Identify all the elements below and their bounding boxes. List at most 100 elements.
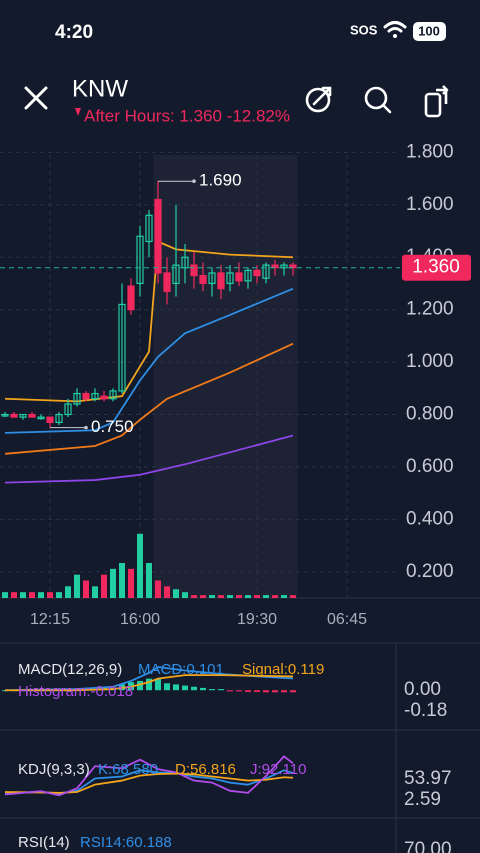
search-button[interactable] bbox=[364, 86, 392, 114]
volume-bar bbox=[263, 595, 269, 598]
candle-body bbox=[217, 272, 225, 290]
histogram-bar bbox=[272, 690, 278, 693]
last-price-label: 1.360 bbox=[412, 257, 460, 278]
volume-bar bbox=[191, 595, 197, 598]
moving-average bbox=[4, 434, 294, 484]
histogram-bar bbox=[146, 678, 152, 691]
moving-average bbox=[4, 240, 294, 403]
battery-level: 100 bbox=[418, 23, 440, 38]
indicator-label: KDJ(9,3,3) bbox=[18, 761, 90, 778]
after-hours-region bbox=[153, 155, 298, 598]
battery-icon bbox=[413, 22, 446, 41]
last-price-tag bbox=[402, 254, 471, 281]
volume-bar bbox=[128, 568, 134, 598]
volume-bar bbox=[173, 589, 179, 598]
candle-body bbox=[46, 416, 54, 423]
y-tick-label: 0.00 bbox=[404, 679, 441, 700]
candle-body bbox=[82, 392, 90, 400]
annotation-dot bbox=[192, 179, 196, 184]
histogram-bar bbox=[164, 683, 170, 691]
indicator-label: Histogram:-0.018 bbox=[18, 683, 133, 700]
candle-body bbox=[55, 413, 63, 423]
volume-bar bbox=[137, 533, 143, 598]
candle-body bbox=[190, 264, 198, 277]
volume-bar bbox=[164, 586, 170, 598]
volume-bar bbox=[47, 592, 53, 598]
candle-body bbox=[28, 413, 36, 418]
volume-bar bbox=[29, 592, 35, 598]
candle-body bbox=[127, 285, 135, 311]
candle-body bbox=[172, 264, 180, 285]
volume-bar bbox=[38, 592, 44, 598]
indicator-line bbox=[5, 674, 294, 692]
volume-bar bbox=[155, 580, 161, 598]
histogram-bar bbox=[290, 690, 296, 693]
indicator-label: Signal:0.119 bbox=[242, 661, 324, 678]
rotate-button[interactable] bbox=[424, 85, 449, 118]
candle-body bbox=[1, 413, 9, 417]
candle-body bbox=[118, 303, 126, 392]
x-tick-label: 16:00 bbox=[120, 611, 160, 628]
y-tick-label: 2.59 bbox=[404, 789, 441, 810]
close-button[interactable] bbox=[24, 86, 48, 110]
candle-body bbox=[163, 272, 171, 292]
indicator-label: K:68.580 bbox=[98, 761, 158, 778]
candle-body bbox=[154, 198, 162, 274]
candle-body bbox=[100, 395, 108, 400]
volume-bar bbox=[2, 592, 8, 598]
status-time: 4:20 bbox=[55, 22, 93, 43]
volume-bar bbox=[182, 592, 188, 598]
y-tick-label: 0.600 bbox=[406, 456, 454, 477]
indicator-label: MACD(12,26,9) bbox=[18, 661, 122, 678]
volume-bar bbox=[74, 574, 80, 598]
histogram-bar bbox=[155, 678, 161, 691]
share-button[interactable] bbox=[305, 86, 332, 113]
histogram-bar bbox=[137, 680, 143, 691]
y-tick-label: 70.00 bbox=[404, 839, 452, 853]
volume-bar bbox=[92, 586, 98, 598]
down-marker bbox=[75, 108, 81, 116]
candle-body bbox=[91, 392, 99, 400]
volume-bar bbox=[281, 595, 287, 598]
y-tick-label: 53.97 bbox=[404, 768, 452, 789]
volume-bar bbox=[83, 580, 89, 598]
candle-body bbox=[226, 272, 234, 285]
volume-bar bbox=[218, 595, 224, 598]
volume-bar bbox=[56, 592, 62, 598]
moving-average bbox=[4, 342, 294, 455]
histogram-bar bbox=[227, 690, 233, 692]
candle-body bbox=[19, 413, 27, 418]
annotation-label: 1.690 bbox=[199, 171, 242, 190]
wifi-icon bbox=[383, 21, 407, 38]
indicator-line bbox=[4, 755, 294, 797]
histogram-bar bbox=[209, 689, 215, 691]
candle-body bbox=[64, 403, 72, 416]
histogram-bar bbox=[173, 684, 179, 691]
histogram-bar bbox=[236, 690, 242, 692]
volume-bar bbox=[236, 595, 242, 598]
x-tick-label: 19:30 bbox=[237, 611, 277, 628]
annotation-dot bbox=[84, 425, 88, 430]
panel-borders bbox=[0, 597, 480, 853]
candle-body bbox=[136, 235, 144, 285]
candle-body bbox=[199, 274, 207, 285]
volume-bar bbox=[227, 595, 233, 598]
y-tick-label: 0.400 bbox=[406, 508, 454, 529]
volume-bar bbox=[20, 592, 26, 598]
y-tick-label: 0.800 bbox=[406, 404, 454, 425]
candle-body bbox=[145, 214, 153, 243]
candle-body bbox=[244, 269, 252, 282]
volume-bar bbox=[146, 563, 152, 598]
histogram-bar bbox=[191, 686, 197, 691]
candle-body bbox=[253, 269, 261, 277]
indicator-label: RSI14:60.188 bbox=[80, 834, 172, 851]
y-tick-label: 1.200 bbox=[406, 299, 454, 320]
histogram-bar bbox=[245, 690, 251, 692]
volume-bar bbox=[245, 595, 251, 598]
candle-body bbox=[109, 390, 117, 400]
symbol: KNW bbox=[72, 75, 128, 102]
y-tick-label: -0.18 bbox=[404, 700, 447, 721]
y-tick-label: 1.800 bbox=[406, 141, 454, 162]
after-hours-quote: After Hours: 1.360 -12.82% bbox=[84, 106, 290, 125]
